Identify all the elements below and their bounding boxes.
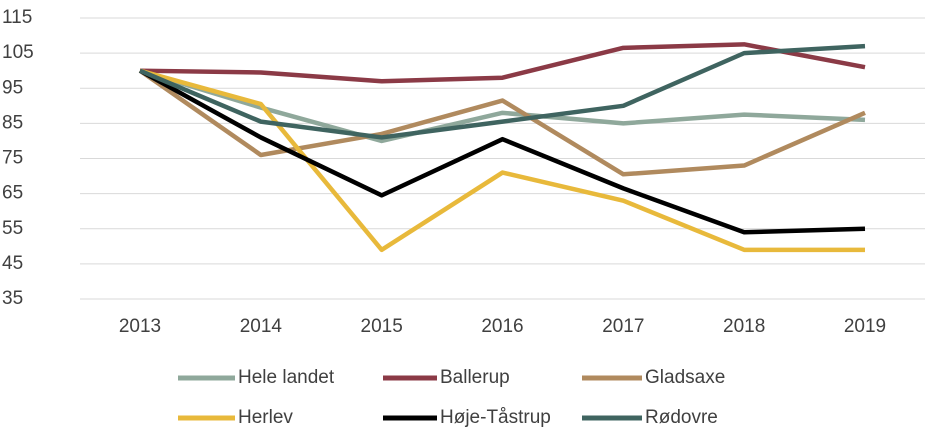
- x-tick-label: 2015: [361, 316, 403, 337]
- legend-label: Rødovre: [645, 407, 718, 428]
- legend-label: Hele landet: [238, 367, 335, 388]
- series-line: [139, 43, 866, 140]
- y-tick-label: 45: [2, 253, 23, 274]
- y-tick-label: 85: [2, 112, 23, 133]
- y-tick-label: 65: [2, 183, 23, 204]
- y-tick-label: 55: [2, 218, 23, 239]
- x-tick-label: 2016: [481, 316, 523, 337]
- legend-label: Ballerup: [440, 367, 510, 388]
- legend-label: Gladsaxe: [645, 367, 725, 388]
- x-tick-label: 2018: [723, 316, 765, 337]
- y-tick-label: 75: [2, 148, 23, 169]
- x-tick-label: 2014: [240, 316, 283, 337]
- y-tick-label: 115: [2, 7, 32, 28]
- series-line: [138, 68, 866, 235]
- x-tick-label: 2013: [119, 316, 161, 337]
- y-tick-label: 35: [2, 288, 23, 309]
- series-line: [139, 68, 865, 253]
- x-tick-label: 2017: [602, 316, 644, 337]
- x-tick-label: 2019: [844, 316, 886, 337]
- series-line: [139, 42, 866, 84]
- series-line: [138, 68, 866, 177]
- y-tick-label: 105: [2, 42, 34, 63]
- legend-label: Herlev: [238, 407, 293, 428]
- y-tick-label: 95: [2, 77, 23, 98]
- legend-label: Høje-Tåstrup: [440, 407, 551, 428]
